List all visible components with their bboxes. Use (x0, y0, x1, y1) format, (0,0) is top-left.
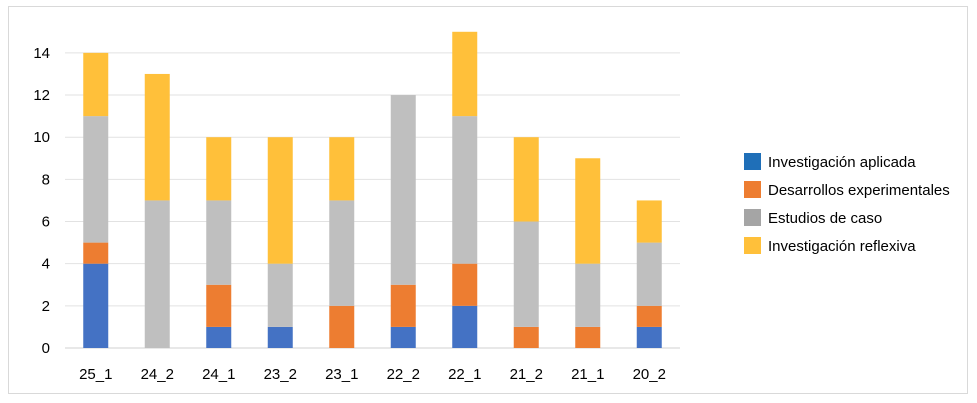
x-tick-label: 24_1 (202, 366, 235, 383)
y-tick-label: 2 (42, 298, 50, 315)
x-tick-label: 22_1 (448, 366, 481, 383)
bar-segment (636, 200, 662, 243)
legend: Investigación aplicada Desarrollos experi… (744, 153, 950, 255)
bar-segment (206, 137, 232, 201)
y-tick-label: 6 (42, 214, 50, 231)
bar-segment (83, 242, 109, 264)
legend-swatch (744, 237, 761, 254)
legend-swatch (744, 209, 761, 226)
bar-segment (575, 263, 601, 327)
bar-segment (636, 242, 662, 306)
legend-label: Investigación reflexiva (768, 238, 916, 255)
y-tick-label: 0 (42, 340, 50, 357)
bar-segment (452, 263, 478, 306)
bar-segment (144, 200, 170, 348)
bar-segment (206, 200, 232, 285)
bar-segment (329, 305, 355, 348)
bar-segment (636, 326, 662, 348)
bar-segment (329, 137, 355, 201)
bar-segment (452, 116, 478, 264)
bar-segment (267, 263, 293, 327)
bar-segment (513, 137, 539, 222)
x-tick-label: 21_1 (571, 366, 604, 383)
bar-segment (452, 31, 478, 117)
bar-segment (83, 116, 109, 243)
x-axis-ticks: 25_1 24_2 24_1 23_2 23_1 22_2 22_1 21_2 21_1 20_2 (79, 366, 666, 383)
x-tick-label: 20_2 (633, 366, 666, 383)
legend-label: Investigación aplicada (768, 154, 916, 171)
bar-segment (206, 326, 232, 348)
bars (83, 31, 662, 348)
bar-segment (83, 52, 109, 117)
y-tick-label: 12 (33, 87, 50, 104)
y-tick-label: 14 (33, 45, 50, 62)
x-tick-label: 25_1 (79, 366, 112, 383)
y-tick-label: 10 (33, 129, 50, 146)
bar-segment (267, 326, 293, 348)
x-tick-label: 24_2 (141, 366, 174, 383)
bar-segment (513, 326, 539, 348)
x-tick-label: 22_2 (387, 366, 420, 383)
legend-label: Desarrollos experimentales (768, 182, 950, 199)
bar-segment (513, 221, 539, 327)
bar-segment (267, 137, 293, 264)
bar-segment (452, 305, 478, 348)
y-tick-label: 8 (42, 171, 50, 188)
y-axis-ticks: 0 2 4 6 8 10 12 14 (33, 45, 50, 357)
bar-segment (636, 305, 662, 327)
legend-swatch (744, 153, 761, 170)
bar-segment (575, 158, 601, 264)
bar-segment (144, 73, 170, 201)
x-tick-label: 23_1 (325, 366, 358, 383)
legend-swatch (744, 181, 761, 198)
bar-segment (329, 200, 355, 306)
bar-segment (390, 95, 416, 285)
legend-label: Estudios de caso (768, 210, 882, 227)
bar-segment (83, 263, 109, 348)
bar-segment (575, 326, 601, 348)
x-tick-label: 21_2 (510, 366, 543, 383)
x-tick-label: 23_2 (264, 366, 297, 383)
bar-segment (390, 284, 416, 327)
y-tick-label: 4 (42, 256, 50, 273)
bar-segment (390, 326, 416, 348)
bar-segment (206, 284, 232, 327)
